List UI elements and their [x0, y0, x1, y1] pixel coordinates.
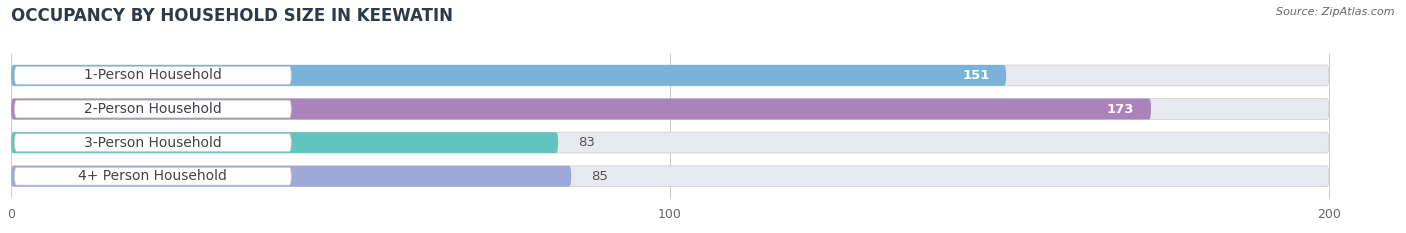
FancyBboxPatch shape	[11, 65, 1007, 86]
Text: 3-Person Household: 3-Person Household	[84, 136, 222, 150]
FancyBboxPatch shape	[11, 132, 558, 153]
Text: 2-Person Household: 2-Person Household	[84, 102, 222, 116]
FancyBboxPatch shape	[11, 99, 1329, 120]
FancyBboxPatch shape	[14, 167, 291, 185]
FancyBboxPatch shape	[14, 100, 291, 118]
Text: 4+ Person Household: 4+ Person Household	[79, 169, 228, 183]
FancyBboxPatch shape	[11, 65, 1329, 86]
Text: 1-Person Household: 1-Person Household	[84, 69, 222, 82]
Text: 85: 85	[591, 170, 607, 183]
FancyBboxPatch shape	[11, 166, 571, 187]
FancyBboxPatch shape	[11, 132, 1329, 153]
Text: Source: ZipAtlas.com: Source: ZipAtlas.com	[1277, 7, 1395, 17]
FancyBboxPatch shape	[14, 67, 291, 84]
FancyBboxPatch shape	[11, 99, 1152, 120]
Text: 83: 83	[578, 136, 595, 149]
Text: 173: 173	[1107, 103, 1135, 116]
FancyBboxPatch shape	[14, 134, 291, 151]
Text: 151: 151	[962, 69, 990, 82]
FancyBboxPatch shape	[11, 166, 1329, 187]
Text: OCCUPANCY BY HOUSEHOLD SIZE IN KEEWATIN: OCCUPANCY BY HOUSEHOLD SIZE IN KEEWATIN	[11, 7, 453, 25]
